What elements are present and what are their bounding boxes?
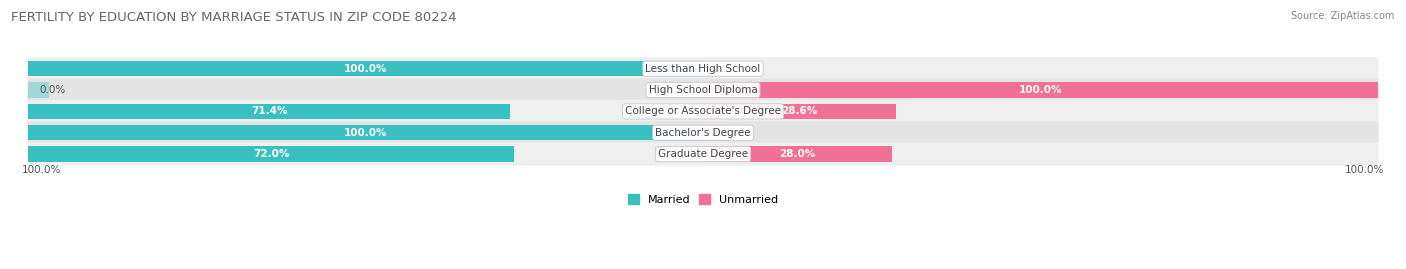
Text: 100.0%: 100.0%: [344, 64, 388, 74]
Text: Bachelor's Degree: Bachelor's Degree: [655, 128, 751, 138]
FancyBboxPatch shape: [27, 143, 1379, 166]
Bar: [703, 82, 1378, 98]
Text: 0.0%: 0.0%: [714, 128, 740, 138]
Text: 72.0%: 72.0%: [253, 149, 290, 159]
Text: 0.0%: 0.0%: [714, 64, 740, 74]
FancyBboxPatch shape: [27, 57, 1379, 80]
Text: 100.0%: 100.0%: [21, 165, 60, 175]
FancyBboxPatch shape: [27, 121, 1379, 144]
Text: 28.6%: 28.6%: [782, 106, 817, 116]
Bar: [28, 82, 49, 98]
Text: 100.0%: 100.0%: [1018, 85, 1062, 95]
Text: Source: ZipAtlas.com: Source: ZipAtlas.com: [1291, 11, 1395, 21]
Bar: [703, 125, 723, 140]
Text: College or Associate's Degree: College or Associate's Degree: [626, 106, 780, 116]
Text: High School Diploma: High School Diploma: [648, 85, 758, 95]
Text: FERTILITY BY EDUCATION BY MARRIAGE STATUS IN ZIP CODE 80224: FERTILITY BY EDUCATION BY MARRIAGE STATU…: [11, 11, 457, 24]
Text: 100.0%: 100.0%: [1346, 165, 1385, 175]
Text: Less than High School: Less than High School: [645, 64, 761, 74]
Bar: [703, 104, 896, 119]
Bar: [28, 61, 703, 76]
FancyBboxPatch shape: [27, 100, 1379, 123]
FancyBboxPatch shape: [27, 79, 1379, 102]
Bar: [703, 146, 891, 162]
Bar: [703, 61, 723, 76]
Text: 100.0%: 100.0%: [344, 128, 388, 138]
Text: 71.4%: 71.4%: [252, 106, 288, 116]
Bar: [28, 104, 510, 119]
Legend: Married, Unmarried: Married, Unmarried: [623, 189, 783, 209]
Text: 28.0%: 28.0%: [779, 149, 815, 159]
Bar: [28, 146, 515, 162]
Text: Graduate Degree: Graduate Degree: [658, 149, 748, 159]
Text: 0.0%: 0.0%: [39, 85, 66, 95]
Bar: [28, 125, 703, 140]
